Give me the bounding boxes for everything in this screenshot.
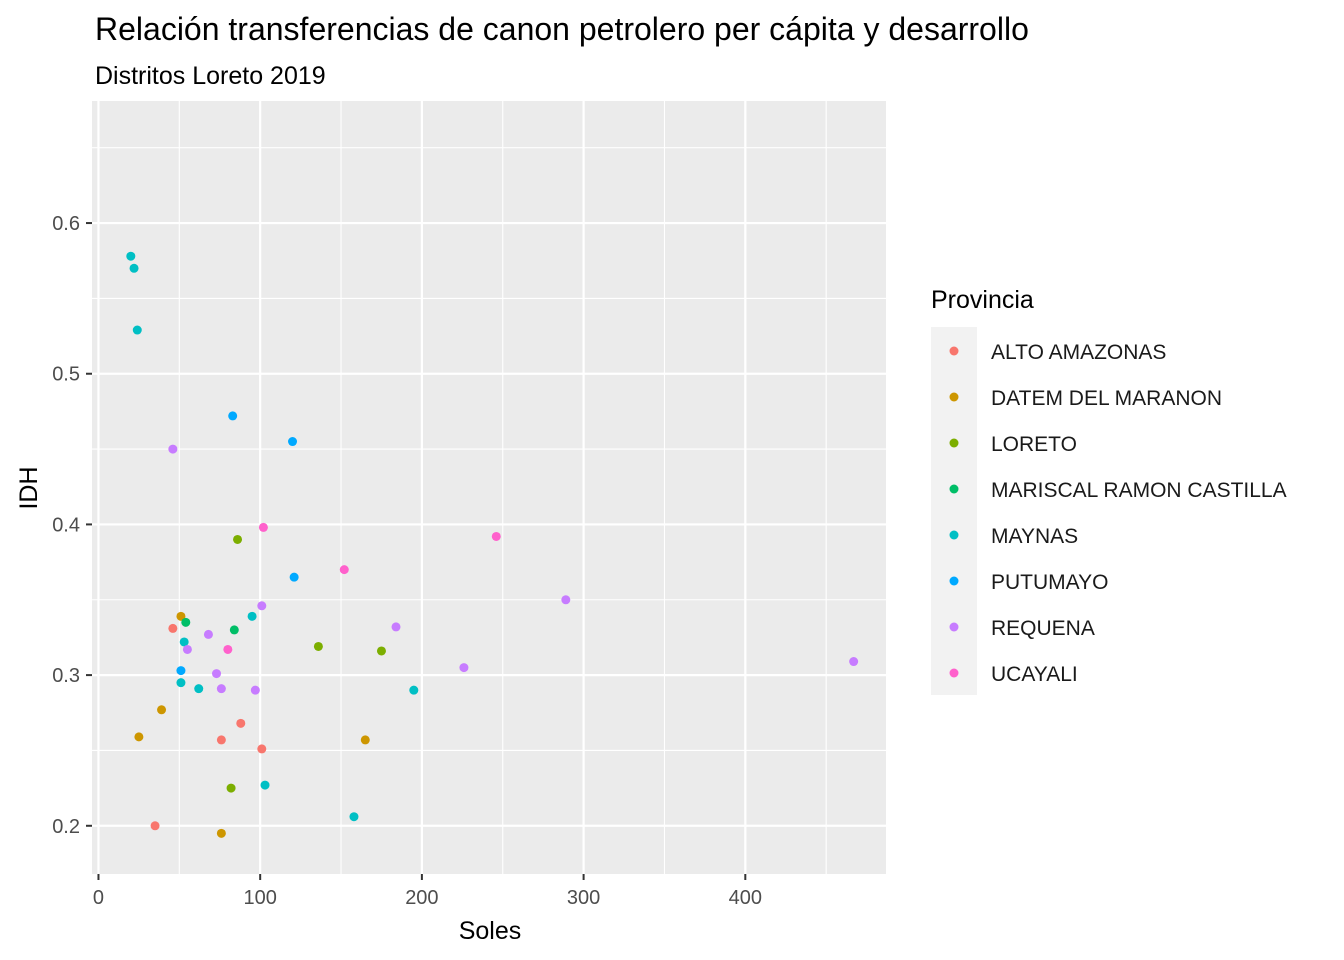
legend-key (949, 622, 959, 632)
data-point (176, 678, 186, 688)
legend-label: ALTO AMAZONAS (991, 341, 1166, 364)
y-tick-label: 0.2 (52, 816, 80, 838)
data-point (250, 685, 260, 695)
data-point (491, 531, 501, 541)
legend-label: REQUENA (991, 617, 1095, 640)
axes: 0 100 200 300 400 0.2 0.3 0.4 0.5 0.6 (52, 213, 762, 909)
legend-title: Provincia (931, 286, 1034, 314)
grid-lines (92, 101, 886, 874)
legend-key (949, 530, 959, 540)
data-point (289, 572, 299, 582)
data-point (849, 657, 859, 667)
data-point (168, 623, 178, 633)
data-point (236, 718, 246, 728)
data-point (257, 744, 267, 754)
legend-key (949, 438, 959, 448)
data-point (168, 444, 178, 454)
data-point (129, 263, 139, 273)
data-point (233, 534, 243, 544)
data-point (212, 669, 222, 679)
data-point (176, 611, 186, 621)
data-point (134, 732, 144, 742)
data-point (260, 780, 270, 790)
plot-panel (92, 101, 886, 874)
data-point (228, 411, 238, 421)
data-point (216, 828, 226, 838)
data-point (313, 641, 323, 651)
data-point (157, 705, 167, 715)
data-point (176, 666, 186, 676)
legend-label: MARISCAL RAMON CASTILLA (991, 479, 1287, 502)
data-point (257, 601, 267, 611)
data-point (203, 629, 213, 639)
data-point (229, 625, 239, 635)
x-tick-label: 200 (405, 887, 438, 909)
data-point (216, 735, 226, 745)
legend-label: MAYNAS (991, 525, 1078, 548)
legend: Provincia ALTO AMAZONAS DATEM DEL MARANON… (931, 286, 1287, 695)
data-point (194, 684, 204, 694)
y-tick-label: 0.3 (52, 665, 80, 687)
data-point (288, 437, 298, 447)
x-tick-label: 300 (567, 887, 600, 909)
x-tick-label: 100 (243, 887, 276, 909)
data-point (391, 622, 401, 632)
y-axis-title: IDH (15, 466, 43, 509)
data-points (126, 251, 859, 838)
x-tick-label: 0 (93, 887, 104, 909)
legend-label: DATEM DEL MARANON (991, 387, 1222, 410)
data-point (360, 735, 370, 745)
x-axis-title: Soles (459, 917, 522, 945)
data-point (132, 325, 142, 335)
data-point (223, 644, 233, 654)
data-point (409, 685, 419, 695)
data-point (561, 595, 571, 605)
data-point (459, 663, 469, 673)
legend-key (949, 576, 959, 586)
data-point (376, 646, 386, 656)
chart-subtitle: Distritos Loreto 2019 (95, 62, 326, 90)
data-point (216, 684, 226, 694)
legend-items: ALTO AMAZONAS DATEM DEL MARANON LORETO MARI… (949, 341, 1287, 686)
legend-label: UCAYALI (991, 663, 1078, 686)
legend-label: PUTUMAYO (991, 571, 1108, 594)
data-point (226, 783, 236, 793)
y-tick-label: 0.6 (52, 213, 80, 235)
legend-key (949, 392, 959, 402)
legend-key (949, 484, 959, 494)
data-point (339, 565, 349, 575)
legend-label: LORETO (991, 433, 1077, 456)
data-point (181, 617, 191, 627)
x-tick-label: 400 (729, 887, 762, 909)
chart-title: Relación transferencias de canon petrole… (95, 11, 1029, 47)
data-point (349, 812, 359, 822)
data-point (179, 637, 189, 647)
data-point (182, 644, 192, 654)
y-tick-label: 0.4 (52, 514, 80, 536)
legend-key-background (931, 327, 977, 695)
legend-key (949, 668, 959, 678)
data-point (150, 821, 160, 831)
data-point (258, 522, 268, 532)
data-point (247, 611, 257, 621)
legend-key (949, 346, 959, 356)
y-tick-label: 0.5 (52, 364, 80, 386)
data-point (126, 251, 136, 261)
